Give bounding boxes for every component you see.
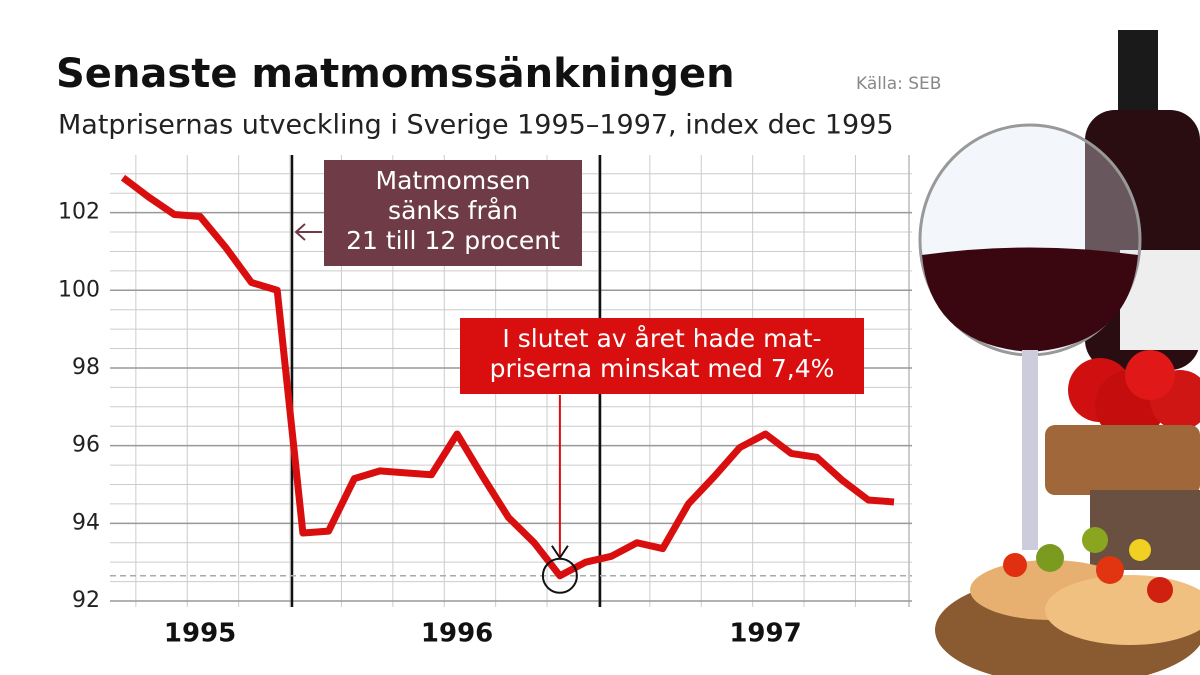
y-tick-label: 94 — [72, 510, 100, 535]
annotation-box — [460, 318, 864, 394]
annotation-text: sänks från — [388, 196, 518, 225]
y-tick-label: 100 — [58, 277, 100, 302]
annotation-box — [324, 160, 582, 266]
y-tick-label: 102 — [58, 200, 100, 225]
annotation-text: Matmomsen — [376, 166, 531, 195]
annotation-arrow — [294, 223, 322, 241]
y-tick-label: 92 — [72, 588, 100, 613]
chart-title: Senaste matmomssänkningen — [56, 51, 735, 97]
annotation-arrowhead — [551, 545, 569, 560]
source: Källa: SEB — [856, 74, 941, 94]
x-tick-label: 1997 — [729, 619, 801, 649]
annotation-text: I slutet av året hade mat- — [502, 324, 821, 353]
x-tick-label: 1996 — [421, 619, 493, 649]
annotation-text: priserna minskat med 7,4% — [490, 354, 835, 383]
y-tick-label: 98 — [72, 355, 100, 380]
y-tick-label: 96 — [72, 433, 100, 458]
line — [120, 174, 895, 580]
subtitle: Matprisernas utveckling i Sverige 1995–1… — [58, 110, 894, 141]
photo — [918, 30, 1200, 675]
annotation-text: 21 till 12 procent — [346, 226, 560, 255]
x-tick-label: 1995 — [164, 619, 236, 649]
